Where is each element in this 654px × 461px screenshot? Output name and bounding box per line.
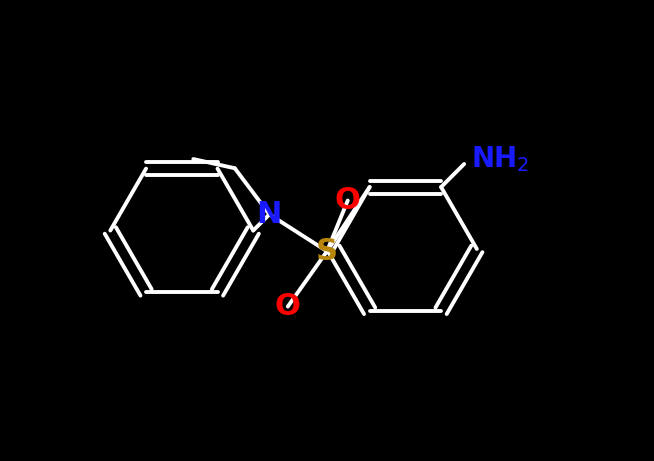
Text: N: N xyxy=(256,200,282,229)
Text: S: S xyxy=(316,237,338,266)
Text: NH$_2$: NH$_2$ xyxy=(471,144,530,174)
Text: O: O xyxy=(275,292,301,321)
Text: O: O xyxy=(335,186,361,215)
